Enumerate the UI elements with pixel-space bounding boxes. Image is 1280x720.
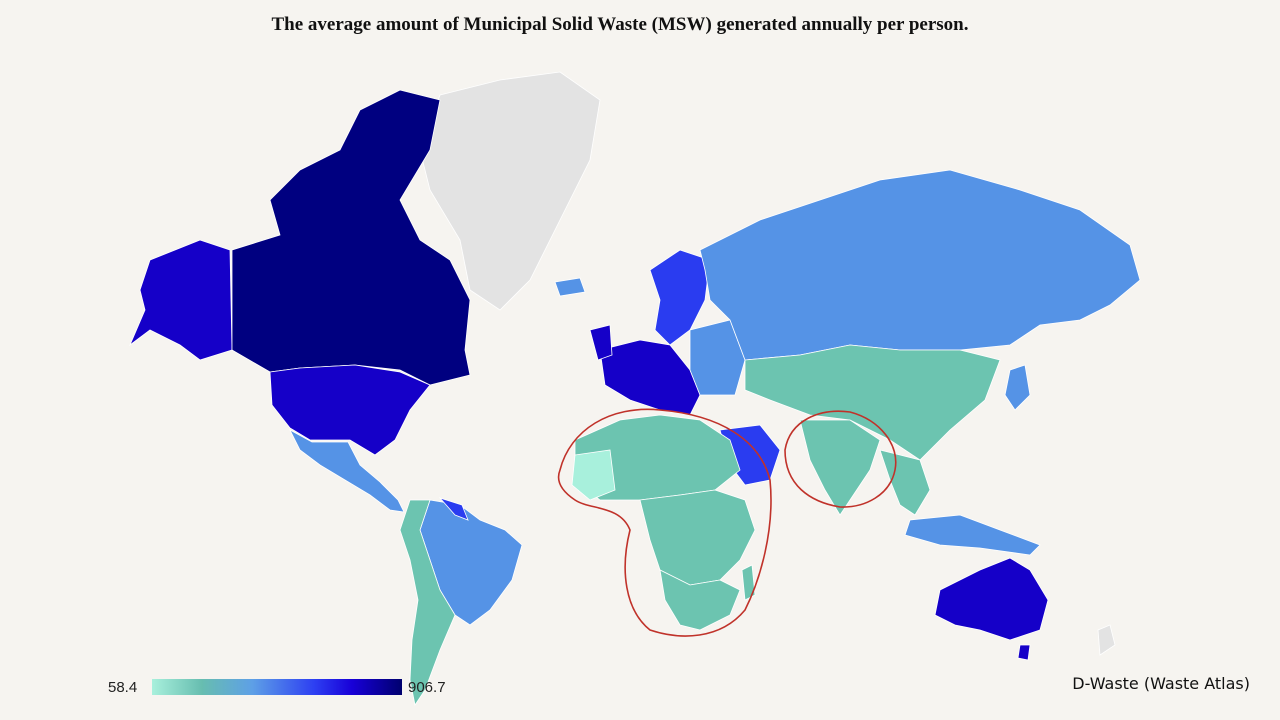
region-alaska xyxy=(129,239,233,361)
annotation-circle-africa xyxy=(557,408,772,637)
region-uk xyxy=(589,324,613,361)
region-iceland xyxy=(554,277,586,297)
region-western-europe xyxy=(599,339,701,416)
region-madagascar xyxy=(741,564,756,601)
region-usa xyxy=(269,364,431,456)
region-japan xyxy=(1004,364,1031,411)
region-andes xyxy=(399,499,456,707)
map-title: The average amount of Municipal Solid Wa… xyxy=(271,14,969,35)
legend-color-scale xyxy=(152,679,402,695)
region-southern-africa xyxy=(659,569,741,631)
region-mexico xyxy=(289,429,405,513)
region-tasmania xyxy=(1017,644,1031,661)
source-credit: D-Waste (Waste Atlas) xyxy=(1072,674,1250,693)
region-southeast-asia xyxy=(879,449,931,516)
region-west-africa xyxy=(571,449,616,501)
region-central-asia xyxy=(744,344,1001,461)
legend-min-label: 58.4 xyxy=(108,679,138,696)
region-india xyxy=(799,419,881,516)
region-indonesia xyxy=(904,514,1041,556)
annotation-circle-south-asia xyxy=(784,410,897,508)
region-greenland xyxy=(419,71,601,311)
region-new-zealand xyxy=(1097,624,1116,656)
region-central-africa xyxy=(639,489,756,586)
region-australia xyxy=(934,557,1049,641)
legend-max-label: 906.7 xyxy=(408,679,446,696)
region-venezuela xyxy=(438,497,469,521)
region-russia xyxy=(699,169,1141,361)
